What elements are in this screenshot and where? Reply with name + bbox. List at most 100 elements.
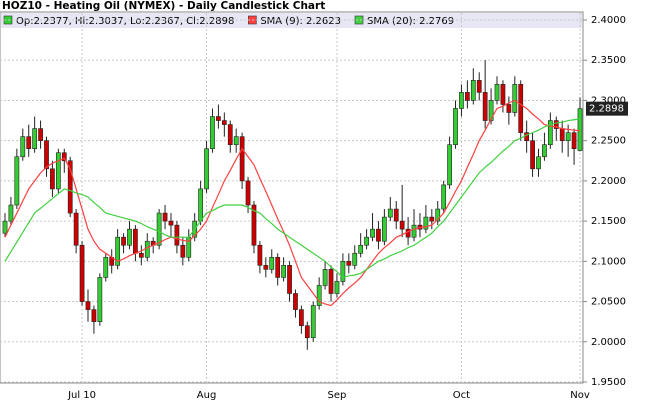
candle-body — [38, 128, 43, 141]
candle-body — [304, 325, 310, 339]
x-tick-label: Oct — [453, 390, 470, 401]
candle-body — [138, 252, 144, 258]
candle-body — [459, 92, 464, 109]
candle-body — [358, 244, 364, 254]
candle-body — [470, 80, 476, 101]
candle-body — [322, 269, 328, 286]
candle-body — [115, 236, 121, 266]
y-tick-label: 2.2000 — [591, 176, 626, 187]
candle-body — [382, 216, 387, 242]
legend-band — [1, 13, 582, 28]
candle-body — [553, 120, 559, 129]
candle-body — [198, 188, 203, 222]
candle-body — [162, 212, 168, 222]
y-tick-label: 2.0500 — [591, 297, 626, 308]
x-tick-label: Nov — [570, 390, 590, 401]
last-price-box — [586, 101, 628, 116]
candle-body — [210, 116, 215, 150]
candle-body — [299, 309, 304, 326]
candle-body — [482, 92, 488, 121]
candle-body — [316, 285, 322, 306]
candle-body — [275, 257, 281, 278]
candle-body — [281, 265, 286, 278]
candle-body — [287, 265, 292, 294]
candle-body — [441, 184, 447, 210]
candle-body — [216, 116, 221, 121]
candle-body — [334, 281, 340, 294]
y-tick-label: 2.3500 — [591, 55, 626, 66]
candle-body — [547, 120, 553, 145]
candle-body — [269, 257, 275, 270]
candle-body — [204, 148, 209, 190]
candle-body — [26, 136, 32, 150]
candle-body — [506, 104, 512, 113]
candle-body — [67, 160, 73, 214]
candle-body — [144, 240, 150, 258]
candle-body — [180, 244, 186, 258]
candle-body — [251, 204, 257, 246]
candle-body — [133, 228, 138, 254]
candle-body — [494, 84, 500, 101]
sma-line — [4, 118, 581, 279]
legend-label: SMA (20): 2.2769 — [367, 16, 454, 27]
plot-area — [0, 11, 584, 384]
candle-body — [577, 108, 583, 151]
candle-body — [500, 84, 506, 105]
last-price-label: 2.2898 — [589, 104, 624, 115]
candle-body — [127, 228, 132, 246]
candle-body — [156, 212, 162, 246]
candle-body — [8, 204, 14, 222]
candle-body — [542, 144, 547, 158]
candle-body — [476, 80, 482, 93]
candle-body — [464, 92, 470, 101]
candle-body — [346, 261, 352, 266]
chart-title: HOZ10 - Heating Oil (NYMEX) - Daily Cand… — [2, 0, 325, 12]
legend-swatch — [354, 15, 364, 25]
candle-body — [14, 156, 20, 206]
candle-body — [559, 128, 565, 141]
y-tick-label: 1.9500 — [591, 377, 626, 388]
candle-body — [239, 136, 245, 182]
candle-body — [340, 261, 346, 282]
candle-body — [435, 208, 441, 222]
sma-line — [4, 99, 581, 307]
candle-body — [50, 168, 55, 190]
candle-body — [44, 140, 49, 170]
legend-label: Op:2.2377, Hi:2.3037, Lo:2.2367, Cl:2.28… — [16, 16, 234, 27]
candle-body — [91, 309, 97, 322]
y-tick-label: 2.3000 — [591, 95, 626, 106]
y-tick-label: 2.0000 — [591, 337, 626, 348]
candle-body — [2, 220, 8, 234]
x-tick-label: Aug — [197, 390, 217, 401]
candle-body — [121, 236, 126, 246]
candle-body — [565, 132, 571, 141]
candle-body — [20, 136, 26, 158]
candle-body — [103, 257, 109, 278]
candle-body — [328, 269, 334, 294]
candle-body — [32, 128, 38, 150]
candle-body — [370, 228, 375, 238]
candle-body — [55, 152, 61, 190]
candle-body — [73, 212, 79, 246]
candle-body — [168, 220, 174, 226]
x-tick-label: Jul 10 — [67, 390, 96, 401]
y-tick-label: 2.2500 — [591, 136, 626, 147]
legend-label: SMA (9): 2.2623 — [260, 16, 341, 27]
candle-body — [536, 156, 541, 170]
candle-body — [245, 180, 251, 206]
candle-body — [399, 220, 405, 230]
x-tick-label: Sep — [328, 390, 347, 401]
candle-body — [387, 208, 393, 218]
candle-body — [518, 84, 524, 133]
candle-body — [227, 124, 233, 145]
candle-body — [571, 132, 577, 150]
candle-body — [453, 108, 458, 145]
candle-body — [488, 100, 494, 121]
candle-body — [447, 144, 452, 186]
y-tick-label: 2.1500 — [591, 216, 626, 227]
candle-body — [411, 224, 417, 238]
candle-body — [79, 244, 85, 302]
candle-body — [393, 208, 399, 222]
candle-body — [310, 305, 316, 339]
